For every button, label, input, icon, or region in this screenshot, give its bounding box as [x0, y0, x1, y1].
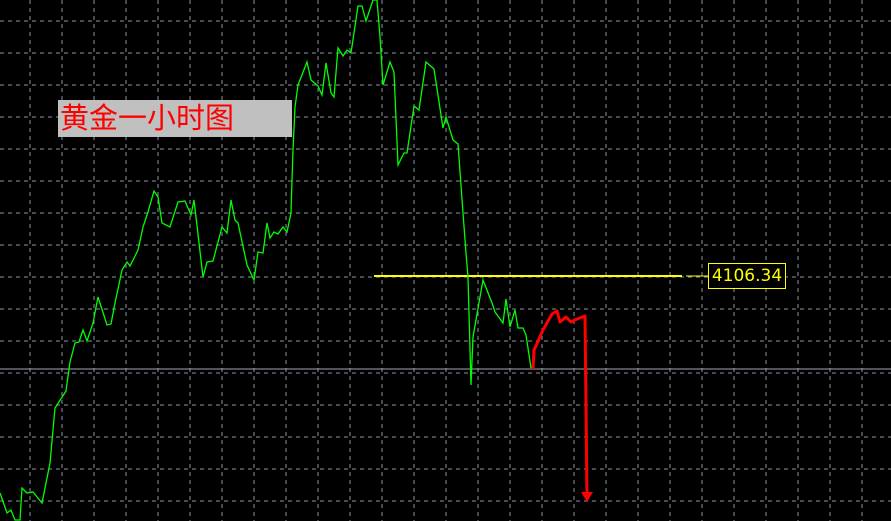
chart-title-label[interactable]: 黄金一小时图 [58, 100, 292, 137]
chart-title: 黄金一小时图 [60, 101, 235, 135]
price-line-series [0, 0, 532, 521]
arrow-down-icon [581, 492, 593, 502]
level-price-label: 4106.34 [708, 263, 786, 289]
projection-arrow-line [531, 309, 589, 499]
